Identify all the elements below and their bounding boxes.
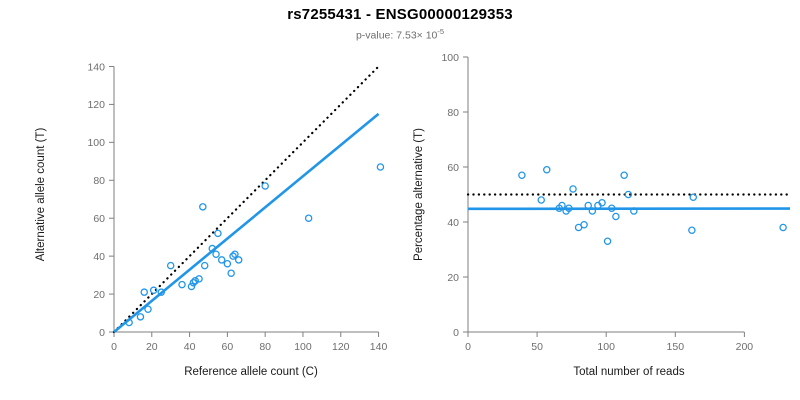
data-point <box>227 269 235 277</box>
y-axis-tick-label: 80 <box>447 107 459 119</box>
y-axis-tick-label: 100 <box>441 52 459 64</box>
y-axis-tick-label: 60 <box>93 213 105 225</box>
data-point <box>231 250 239 258</box>
percentage-alternative-plot: 0 20 40 60 80 100 0 50 100 150 200 Total number of … <box>413 52 792 378</box>
data-point <box>157 288 165 296</box>
y-axis-tick-label: 120 <box>87 99 105 111</box>
data-point <box>191 277 200 285</box>
data-point <box>217 256 226 264</box>
data-point <box>149 286 158 295</box>
x-axis-tick-label: 150 <box>667 341 685 353</box>
data-point <box>598 198 606 207</box>
x-axis-title: Reference allele count (C) <box>184 366 318 378</box>
data-point <box>195 275 203 283</box>
y-axis-tick-label: 0 <box>99 327 105 339</box>
data-point <box>612 212 620 221</box>
data-point <box>688 226 696 234</box>
y-axis-tick-label: 20 <box>93 289 105 301</box>
y-axis-tick-label: 80 <box>93 175 105 187</box>
x-axis-tick-label: 140 <box>370 341 388 353</box>
x-axis-tick-label: 0 <box>111 341 117 353</box>
x-axis-tick-label: 0 <box>465 341 471 353</box>
y-axis-title: Alternative allele count (T) <box>35 128 47 262</box>
pvalue-prefix: p-value: <box>355 29 397 42</box>
pvalue-exponent: -5 <box>437 27 445 36</box>
data-point <box>125 318 133 327</box>
x-axis-tick-label: 100 <box>597 341 615 353</box>
data-point <box>558 201 566 210</box>
data-point <box>607 204 616 212</box>
x-axis-tick-label: 60 <box>222 341 234 353</box>
reference-line <box>112 65 380 334</box>
data-point <box>214 229 222 238</box>
data-point <box>136 313 145 321</box>
data-point <box>178 280 186 289</box>
data-point <box>304 214 313 222</box>
data-point <box>518 171 526 179</box>
data-point <box>630 207 638 215</box>
data-point <box>580 220 588 229</box>
x-axis-tick-label: 20 <box>146 341 158 353</box>
data-point <box>543 165 551 174</box>
x-axis-tick-label: 40 <box>184 341 196 353</box>
pvalue-base: × 10 <box>416 29 438 42</box>
y-axis-title: Percentage alternative (T) <box>413 128 425 261</box>
x-axis-tick-label: 200 <box>736 341 754 353</box>
x-axis-tick-label: 100 <box>294 341 312 353</box>
data-point <box>140 288 148 296</box>
data-point <box>229 252 237 260</box>
regression-line <box>113 112 380 334</box>
data-point <box>689 193 698 201</box>
data-point <box>376 163 385 171</box>
data-point <box>565 204 573 212</box>
data-point <box>223 259 232 268</box>
y-axis-tick-label: 100 <box>87 137 105 149</box>
y-axis-tick-label: 40 <box>447 217 459 229</box>
data-point <box>234 256 243 264</box>
panel-percentage-alternative: 0 20 40 60 80 100 0 50 100 150 200 Total number of … <box>400 0 800 400</box>
pvalue-subtitle: p-value: 7.53× 10-5 <box>0 27 800 42</box>
data-point <box>200 261 209 270</box>
data-point <box>584 201 592 210</box>
data-point <box>779 223 787 232</box>
data-point <box>212 250 220 258</box>
y-axis-tick-label: 20 <box>447 272 459 284</box>
data-point <box>603 237 612 245</box>
pvalue-mantissa: 7.53 <box>396 29 417 42</box>
x-axis-title: Total number of reads <box>573 366 684 378</box>
data-point <box>166 261 175 270</box>
panel-allele-counts: 0 20 40 60 80 100 120 140 0 20 40 60 80 100 120 140 Refe… <box>35 61 388 378</box>
y-axis-tick-label: 40 <box>93 251 105 263</box>
data-point <box>537 196 545 204</box>
x-axis-tick-label: 80 <box>259 341 271 353</box>
data-point <box>144 305 152 313</box>
x-axis-tick-label: 50 <box>531 341 543 353</box>
data-point <box>261 182 269 190</box>
figure-title: rs7255431 - ENSG00000129353 <box>287 6 513 23</box>
allele-counts-plot: 0 20 40 60 80 100 120 140 0 20 40 60 80 100 120 140 Refe… <box>35 61 388 378</box>
y-axis-tick-label: 60 <box>447 162 459 174</box>
y-axis-tick-label: 140 <box>87 61 105 73</box>
y-axis-tick-label: 0 <box>453 327 459 339</box>
data-point <box>620 171 628 179</box>
data-point <box>569 185 577 193</box>
x-axis-tick-label: 120 <box>332 341 350 353</box>
data-point <box>189 278 198 287</box>
data-point <box>624 190 633 199</box>
data-point <box>588 207 597 215</box>
data-point <box>208 244 217 253</box>
data-point <box>199 203 207 211</box>
data-point <box>187 282 196 291</box>
